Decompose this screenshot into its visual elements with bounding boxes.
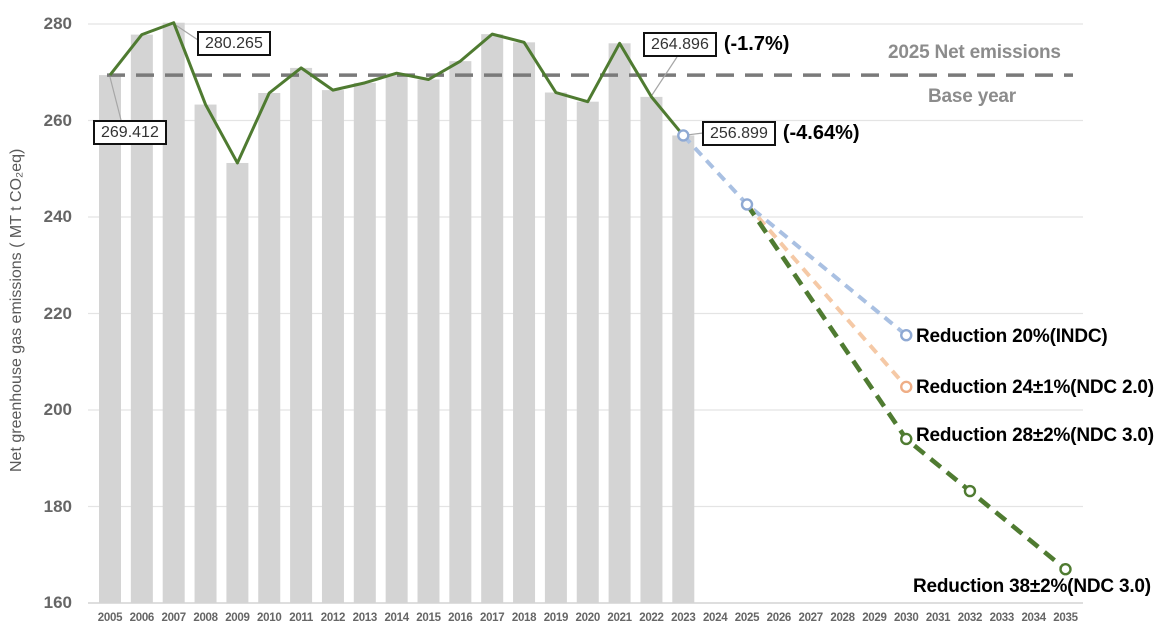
projection-lines xyxy=(681,134,1067,572)
projection-line-ndc20 xyxy=(745,203,908,389)
history-bars xyxy=(99,22,695,604)
x-tick-label: 2009 xyxy=(225,612,250,624)
history-line xyxy=(108,21,685,165)
x-tick-label: 2010 xyxy=(257,612,282,624)
x-tick-label: 2034 xyxy=(1021,612,1046,624)
x-tick-label: 2014 xyxy=(384,612,409,624)
x-tick-label: 2012 xyxy=(320,612,346,624)
callout-2023-value: 256.899 xyxy=(702,121,776,146)
x-tick-label: 2027 xyxy=(798,612,823,624)
x-tick-label: 2013 xyxy=(352,612,378,624)
x-tick-label: 2015 xyxy=(416,612,441,624)
label-reduction-24-ndc2: Reduction 24±1%(NDC 2.0) xyxy=(916,377,1154,398)
x-tick-label: 2030 xyxy=(894,612,919,624)
callout-2005-value: 269.412 xyxy=(93,120,167,145)
x-tick-label: 2035 xyxy=(1053,612,1078,624)
callout-2005: 269.412 xyxy=(93,120,167,145)
callout-2022-percent: (-1.7%) xyxy=(723,33,790,55)
x-tick-label: 2033 xyxy=(989,612,1015,624)
x-tick-label: 2006 xyxy=(129,612,155,624)
callout-2007-value: 280.265 xyxy=(197,31,271,56)
x-tick-label: 2023 xyxy=(671,612,696,624)
callout-2023-percent: (-4.64%) xyxy=(782,122,860,144)
y-tick-label: 180 xyxy=(43,496,72,516)
x-tick-label: 2018 xyxy=(511,612,537,624)
y-tick-label: 200 xyxy=(43,400,72,419)
x-tick-label: 2024 xyxy=(702,612,728,624)
x-tick-label: 2022 xyxy=(639,612,664,624)
callout-2023: 256.899 (-4.64%) xyxy=(702,121,860,146)
label-reduction-28-ndc3: Reduction 28±2%(NDC 3.0) xyxy=(916,425,1154,446)
x-tick-label: 2031 xyxy=(925,612,951,624)
x-tick-label: 2016 xyxy=(448,612,473,624)
label-reduction-38-ndc3: Reduction 38±2%(NDC 3.0) xyxy=(913,576,1151,597)
baseline-label-2025-net-emissions: 2025 Net emissions xyxy=(888,42,1061,63)
baseline-label-base-year: Base year xyxy=(928,86,1016,107)
x-tick-label: 2008 xyxy=(193,612,218,624)
x-tick-label: 2007 xyxy=(161,612,186,624)
projection-line-indc xyxy=(681,134,908,337)
y-tick-label: 220 xyxy=(43,303,72,323)
x-tick-label: 2025 xyxy=(734,612,760,624)
label-reduction-20-indc: Reduction 20%(INDC) xyxy=(916,326,1108,347)
x-tick-label: 2005 xyxy=(97,612,123,624)
y-tick-label: 240 xyxy=(43,207,72,226)
x-tick-label: 2017 xyxy=(479,612,505,624)
x-tick-label: 2026 xyxy=(766,612,792,624)
callout-2022-value: 264.896 xyxy=(643,32,717,57)
x-tick-label: 2029 xyxy=(862,612,887,624)
projection-markers xyxy=(677,129,1072,576)
x-tick-label: 2019 xyxy=(543,612,569,624)
y-tick-label: 280 xyxy=(43,14,72,33)
y-tick-label: 160 xyxy=(43,593,72,612)
x-tick-label: 2032 xyxy=(957,612,983,624)
x-tick-label: 2011 xyxy=(289,612,313,624)
callout-2007: 280.265 xyxy=(197,31,271,56)
y-tick-label: 260 xyxy=(43,110,72,130)
x-tick-label: 2028 xyxy=(830,612,855,624)
x-tick-label: 2021 xyxy=(607,612,632,624)
callout-2022: 264.896 (-1.7%) xyxy=(643,32,789,57)
x-tick-label: 2020 xyxy=(575,612,601,624)
